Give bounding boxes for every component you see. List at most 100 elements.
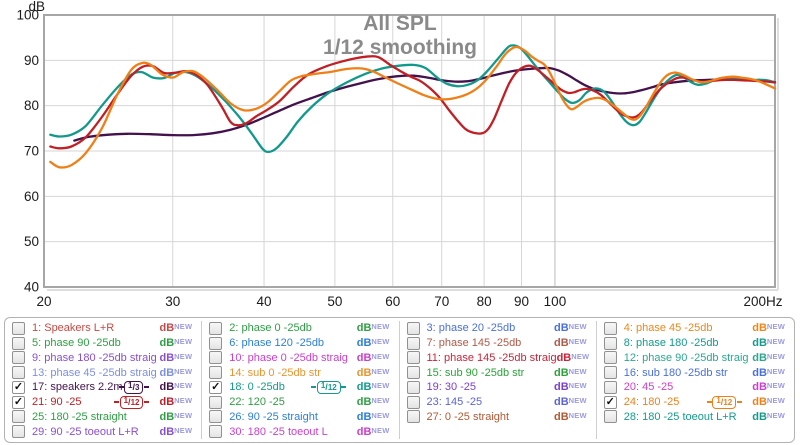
db-label-7: dB	[553, 337, 569, 350]
legend-checkbox-3[interactable]	[406, 321, 420, 335]
legend-label-13[interactable]: 13: phase 45 -25db straig	[32, 366, 157, 379]
legend-item-14[interactable]: 14: sub 0 -25db str dBNEW	[202, 365, 400, 380]
legend-checkbox-18[interactable]: ✓	[209, 380, 223, 394]
legend-checkbox-12[interactable]	[603, 351, 617, 365]
legend-checkbox-16[interactable]	[603, 366, 617, 380]
legend-checkbox-23[interactable]	[406, 395, 420, 409]
legend-label-11[interactable]: 11: phase 145 -25db straig	[426, 351, 557, 364]
legend-checkbox-17[interactable]: ✓	[12, 380, 25, 394]
legend-label-1[interactable]: 1: Speakers L+R	[32, 322, 115, 335]
legend-item-8[interactable]: 8: phase 180 -25db dBNEW	[597, 336, 794, 351]
legend-item-15[interactable]: 15: sub 90 -25db str dBNEW	[400, 365, 597, 380]
legend-item-12[interactable]: 12: phase 90 -25db straig dBNEW	[597, 351, 794, 366]
legend-label-21[interactable]: 21: 90 -25	[32, 396, 82, 409]
legend-item-30[interactable]: 30: 180 -25 toeout L dBNEW	[202, 424, 400, 439]
db-unit-24: dBNEW	[752, 396, 785, 408]
legend-label-29[interactable]: 29: 90 -25 toeout L+R	[32, 425, 139, 438]
legend-checkbox-6[interactable]	[209, 336, 223, 350]
legend-label-15[interactable]: 15: sub 90 -25db str	[426, 366, 525, 379]
legend-item-19[interactable]: 19: 30 -25 dBNEW	[400, 380, 597, 395]
legend-checkbox-9[interactable]	[12, 351, 25, 365]
legend-label-7[interactable]: 7: phase 145 -25db	[426, 337, 522, 350]
legend-label-25[interactable]: 25: 180 -25 straight	[32, 410, 127, 423]
legend-label-8[interactable]: 8: phase 180 -25db	[623, 337, 719, 350]
legend-label-24[interactable]: 24: 180 -25	[623, 396, 680, 409]
smoothing-badge-24: 1/12	[706, 395, 742, 409]
legend-checkbox-27[interactable]	[406, 410, 420, 424]
legend-label-2[interactable]: 2: phase 0 -25db	[229, 322, 312, 335]
legend-checkbox-22[interactable]	[209, 395, 223, 409]
legend-label-18[interactable]: 18: 0 -25db	[229, 381, 285, 394]
legend-checkbox-4[interactable]	[603, 321, 617, 335]
legend-item-21[interactable]: ✓ 21: 90 -25 1/12 dBNEW	[5, 394, 203, 410]
legend-item-17[interactable]: ✓ 17: speakers 2.2m 1/3 dBNEW	[5, 380, 203, 395]
legend-item-20[interactable]: 20: 45 -25 dBNEW	[597, 380, 794, 395]
legend-item-6[interactable]: 6: phase 120 -25db dBNEW	[202, 335, 400, 351]
new-flag-23: NEW	[568, 396, 587, 406]
legend-checkbox-29[interactable]	[12, 425, 25, 439]
legend-label-30[interactable]: 30: 180 -25 toeout L	[229, 425, 328, 438]
legend-checkbox-5[interactable]	[12, 336, 25, 350]
db-unit-12: dBNEW	[752, 352, 785, 364]
legend-item-10[interactable]: 10: phase 0 -25db straig dBNEW	[202, 350, 400, 366]
legend-checkbox-26[interactable]	[209, 410, 223, 424]
legend-checkbox-1[interactable]	[12, 321, 25, 335]
legend-item-25[interactable]: 25: 180 -25 straight dBNEW	[5, 409, 203, 425]
legend-item-18[interactable]: ✓ 18: 0 -25db 1/12 dBNEW	[202, 380, 400, 395]
legend-label-3[interactable]: 3: phase 20 -25db	[426, 322, 516, 335]
legend-item-23[interactable]: 23: 145 -25 dBNEW	[400, 394, 597, 410]
legend-checkbox-10[interactable]	[209, 351, 223, 365]
x-tick-40: 40	[257, 294, 272, 309]
legend-label-20[interactable]: 20: 45 -25	[623, 381, 674, 394]
legend-item-13[interactable]: 13: phase 45 -25db straig dBNEW	[5, 365, 203, 380]
legend-item-22[interactable]: 22: 120 -25 dBNEW	[202, 394, 400, 410]
legend-checkbox-24[interactable]: ✓	[603, 395, 617, 409]
spl-chart-area: dB 100 90 80 70 60 50 40 20 30 40 50 60 70 80 90 100 200H…	[16, 0, 782, 309]
legend-checkbox-2[interactable]	[209, 321, 223, 335]
legend-label-4[interactable]: 4: phase 45 -25db	[623, 322, 713, 335]
legend-item-5[interactable]: 5: phase 90 -25db dBNEW	[5, 335, 203, 351]
legend-label-22[interactable]: 22: 120 -25	[229, 396, 285, 409]
legend-item-2[interactable]: 2: phase 0 -25db dBNEW	[202, 321, 400, 336]
legend-label-28[interactable]: 28: 180 -25 toeout L+R	[623, 410, 737, 423]
legend-checkbox-15[interactable]	[406, 366, 420, 380]
legend-label-16[interactable]: 16: sub 180 -25db str	[623, 366, 728, 379]
legend-label-14[interactable]: 14: sub 0 -25db str	[229, 366, 321, 379]
legend-checkbox-28[interactable]	[603, 410, 617, 424]
db-label-1: dB	[159, 322, 175, 335]
legend-item-4[interactable]: 4: phase 45 -25db dBNEW	[597, 321, 794, 336]
legend-label-10[interactable]: 10: phase 0 -25db straig	[229, 351, 348, 364]
legend-item-24[interactable]: ✓ 24: 180 -25 1/12 dBNEW	[597, 395, 794, 410]
db-unit-1: dBNEW	[159, 322, 192, 334]
legend-item-26[interactable]: 26: 90 -25 straight dBNEW	[202, 409, 400, 425]
legend-label-12[interactable]: 12: phase 90 -25db straig	[623, 351, 749, 364]
legend-checkbox-21[interactable]: ✓	[12, 395, 25, 409]
legend-label-19[interactable]: 19: 30 -25	[426, 381, 477, 394]
legend-checkbox-19[interactable]	[406, 380, 420, 394]
legend-checkbox-14[interactable]	[209, 366, 223, 380]
legend-item-11[interactable]: 11: phase 145 -25db straig dBNEW	[400, 350, 597, 366]
legend-label-17[interactable]: 17: speakers 2.2m	[32, 381, 123, 394]
legend-label-6[interactable]: 6: phase 120 -25db	[229, 337, 325, 350]
legend-item-28[interactable]: 28: 180 -25 toeout L+R dBNEW	[597, 410, 794, 425]
legend-label-27[interactable]: 27: 0 -25 straight	[426, 410, 510, 423]
legend-label-23[interactable]: 23: 145 -25	[426, 396, 483, 409]
legend-checkbox-30[interactable]	[209, 425, 223, 439]
legend-checkbox-11[interactable]	[406, 351, 420, 365]
legend-item-7[interactable]: 7: phase 145 -25db dBNEW	[400, 335, 597, 351]
legend-checkbox-25[interactable]	[12, 410, 25, 424]
legend-item-9[interactable]: 9: phase 180 -25db straig dBNEW	[5, 350, 203, 366]
legend-checkbox-8[interactable]	[603, 336, 617, 350]
legend-item-1[interactable]: 1: Speakers L+R dBNEW	[5, 321, 203, 336]
legend-item-16[interactable]: 16: sub 180 -25db str dBNEW	[597, 365, 794, 380]
legend-checkbox-7[interactable]	[406, 336, 420, 350]
y-tick-50: 50	[24, 234, 39, 249]
legend-label-9[interactable]: 9: phase 180 -25db straig	[32, 351, 157, 364]
legend-item-29[interactable]: 29: 90 -25 toeout L+R dBNEW	[5, 424, 203, 439]
legend-label-26[interactable]: 26: 90 -25 straight	[229, 410, 318, 423]
legend-item-27[interactable]: 27: 0 -25 straight dBNEW	[400, 409, 597, 425]
legend-checkbox-13[interactable]	[12, 366, 25, 380]
legend-item-3[interactable]: 3: phase 20 -25db dBNEW	[400, 321, 597, 336]
legend-label-5[interactable]: 5: phase 90 -25db	[32, 337, 121, 350]
legend-checkbox-20[interactable]	[603, 380, 617, 394]
